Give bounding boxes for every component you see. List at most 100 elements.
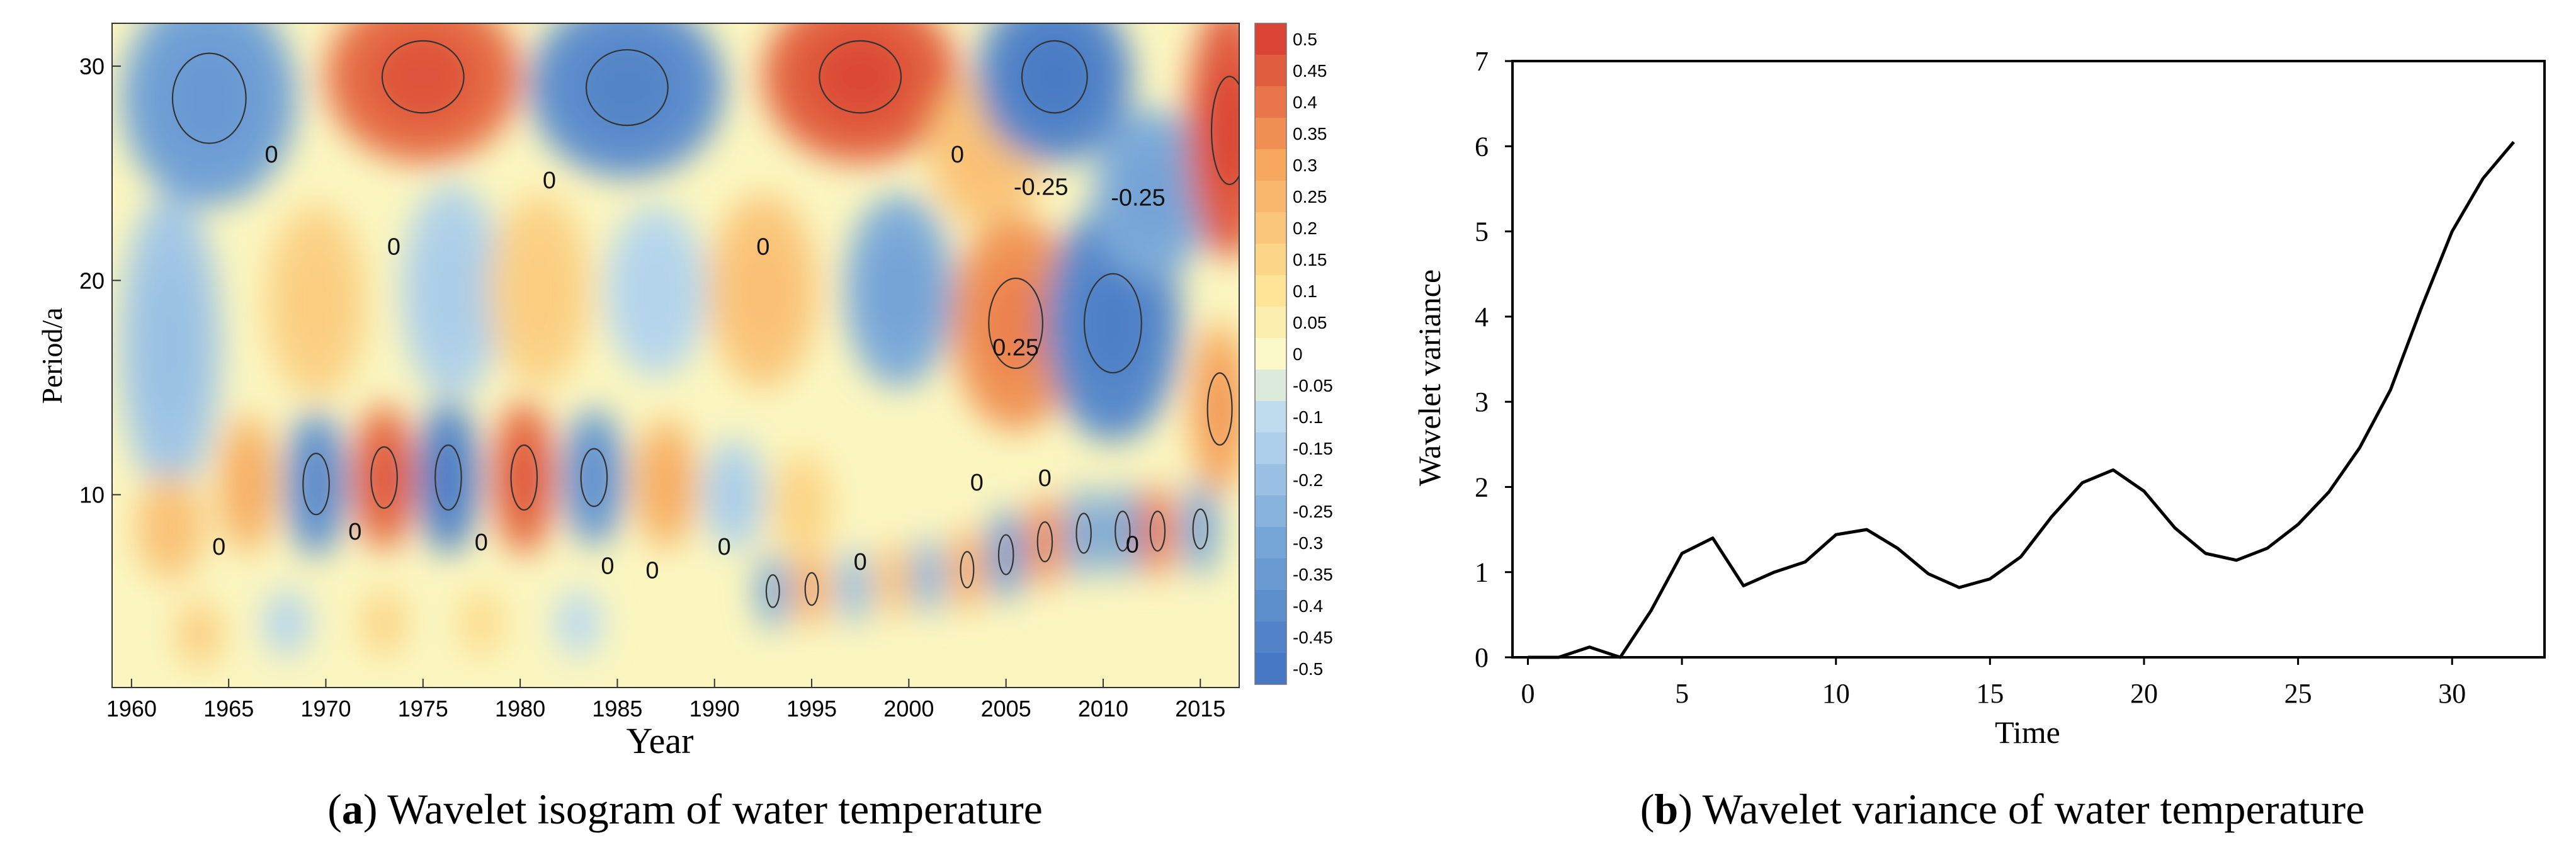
x-tick-label: 30 <box>2438 678 2466 709</box>
x-tick-label: 1970 <box>300 696 351 722</box>
caption-b-letter: b <box>1654 785 1678 833</box>
x-tick-label: 20 <box>2130 678 2158 709</box>
field-core <box>426 237 478 345</box>
x-tick-label: 1975 <box>398 696 448 722</box>
variance-series-points <box>1528 142 2514 657</box>
contour-label: 0 <box>543 167 556 194</box>
isogram-contours <box>171 40 1239 608</box>
x-tick-label: 2010 <box>1078 696 1128 722</box>
colorbar-swatch <box>1255 86 1286 118</box>
colorbar-swatch <box>1255 653 1286 685</box>
x-tick-label: 1995 <box>786 696 837 722</box>
field-core <box>885 561 901 600</box>
contour-label: 0 <box>348 519 361 545</box>
field-core <box>1208 66 1239 195</box>
contour-line <box>819 40 902 114</box>
colorbar-swatch <box>1255 23 1286 55</box>
y-tick-label: 10 <box>79 482 105 508</box>
variance-x-axis-label: Time <box>1995 715 2060 750</box>
field-core <box>188 616 212 652</box>
field-core <box>997 531 1015 579</box>
contour-label: 0 <box>387 234 400 261</box>
x-tick-label: 1965 <box>203 696 254 722</box>
colorbar-tick-labels: 0.5 0.45 0.4 0.35 0.3 0.25 0.2 0.15 0.1 0.05 0 -0.0… <box>1293 30 1333 679</box>
field-core <box>567 606 591 641</box>
colorbar-swatch <box>1255 55 1286 87</box>
field-core <box>290 253 342 350</box>
field-core <box>578 443 610 512</box>
contour-label: 0 <box>601 553 614 580</box>
isogram-x-axis-label: Year <box>627 720 694 761</box>
isogram-frame <box>111 23 1240 688</box>
field-core <box>764 572 781 611</box>
contour-line <box>434 444 462 511</box>
contour-label: 0 <box>475 529 488 556</box>
colorbar-tick-label: 0.1 <box>1293 281 1317 301</box>
isogram-field <box>120 23 1239 669</box>
field-core <box>846 567 863 606</box>
field-core <box>1205 366 1235 452</box>
isogram-y-ticks: 10 20 30 <box>79 54 121 508</box>
field-core <box>1036 518 1054 566</box>
variance-plot-frame <box>1511 60 2546 659</box>
contour-line <box>997 534 1014 575</box>
field-core <box>469 606 493 641</box>
field-core <box>145 269 196 420</box>
colorbar-swatch <box>1255 495 1286 528</box>
contour-line <box>510 444 538 511</box>
contour-label: 0 <box>264 142 278 168</box>
field-core <box>514 242 565 339</box>
contour-line <box>585 48 669 127</box>
field-core <box>1016 34 1094 120</box>
colorbar-swatch <box>1255 590 1286 622</box>
contour-labels: 0 0 0 0 0 -0.25 -0.25 0.25 0 0 0 0 0 0 0 0 0 0 <box>212 142 1166 584</box>
field-core <box>372 606 396 641</box>
colorbar-tick-label: 0.3 <box>1293 156 1317 175</box>
field-core <box>1191 505 1210 553</box>
x-tick-label: 0 <box>1521 678 1535 709</box>
x-tick-label: 5 <box>1675 678 1689 709</box>
colorbar-tick-label: -0.15 <box>1293 439 1333 458</box>
contour-line <box>1075 512 1092 554</box>
field-core <box>433 439 464 516</box>
field-core <box>959 548 975 591</box>
colorbar-swatch <box>1255 338 1286 370</box>
colorbar-swatch <box>1255 212 1286 244</box>
caption-a: (a) Wavelet isogram of water temperature <box>327 785 1043 833</box>
y-tick-label: 0 <box>1475 642 1489 673</box>
field-core <box>275 606 299 641</box>
field-core <box>803 569 820 609</box>
field-core <box>786 478 818 533</box>
contour-line <box>1210 76 1239 185</box>
colorbar-swatch <box>1255 401 1286 433</box>
field-core <box>735 242 791 339</box>
colorbar-swatches <box>1255 23 1286 685</box>
colorbar-swatch <box>1255 307 1286 339</box>
field-core <box>984 269 1048 377</box>
x-tick-label: 15 <box>1976 678 2004 709</box>
field-core <box>871 242 927 339</box>
colorbar-tick-label: 0.15 <box>1293 250 1327 269</box>
caption-a-text: Wavelet isogram of water temperature <box>378 785 1043 833</box>
variance-y-axis-label: Wavelet variance <box>1412 269 1447 486</box>
colorbar-swatch <box>1255 275 1286 307</box>
colorbar-tick-label: -0.25 <box>1293 502 1333 521</box>
field-core <box>631 248 682 334</box>
x-tick-label: 1960 <box>106 696 157 722</box>
field-core <box>300 447 332 521</box>
colorbar-swatch <box>1255 244 1286 276</box>
contour-line <box>171 52 247 144</box>
y-tick-label: 2 <box>1475 472 1489 502</box>
field-core <box>718 467 750 523</box>
x-tick-label: 1980 <box>495 696 545 722</box>
contour-label: 0 <box>970 470 984 496</box>
field-core <box>233 450 263 519</box>
contour-label: 0 <box>645 557 659 584</box>
colorbar-tick-label: -0.05 <box>1293 376 1333 395</box>
colorbar-swatch <box>1255 118 1286 150</box>
contour-label: 0.25 <box>992 335 1039 361</box>
colorbar-swatch <box>1255 433 1286 465</box>
contour-label: 0 <box>1038 465 1052 492</box>
